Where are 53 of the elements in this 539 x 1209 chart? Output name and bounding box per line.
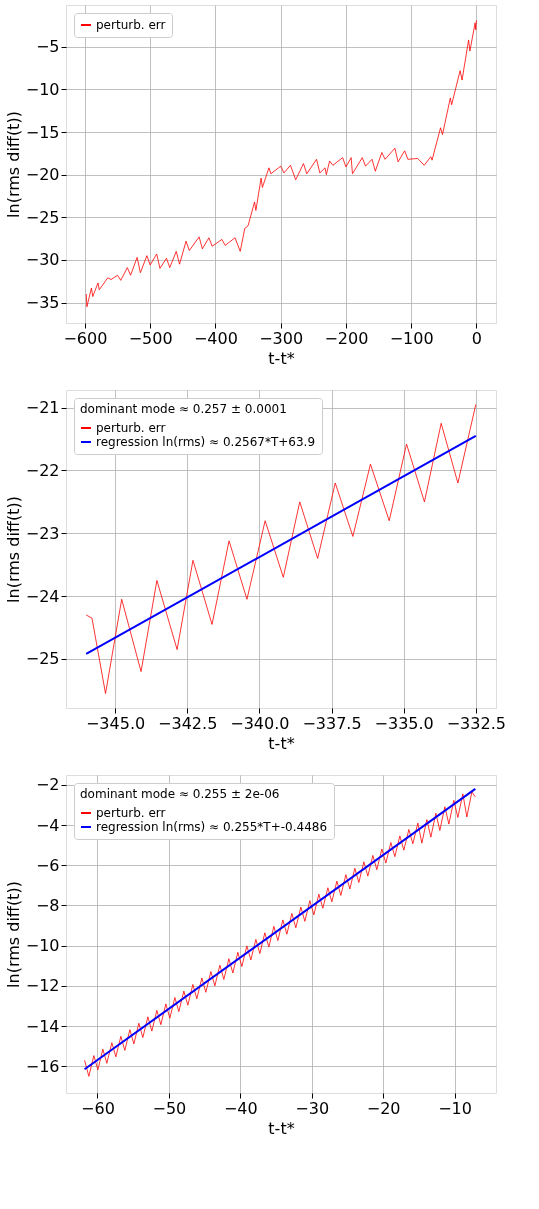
y-tick-label: −12 [25,976,60,996]
y-tick-label: −8 [35,895,60,915]
x-tick-label: −50 [152,1098,187,1118]
y-tick-label: −21 [25,398,60,418]
legend-title: dominant mode ≈ 0.257 ± 0.0001 [80,402,287,416]
x-axis-title: t-t* [268,1118,295,1138]
x-tick-label: −337.5 [302,713,362,733]
legend-label: regression ln(rms) ≈ 0.2567*T+63.9 [96,435,316,449]
y-tick-label: −15 [25,122,60,142]
y-tick-label: −2 [35,775,60,795]
x-tick-label: −40 [223,1098,258,1118]
line-series [85,19,477,308]
y-tick-label: −22 [25,460,60,480]
x-tick-label: −100 [389,328,434,348]
x-tick-label: −400 [193,328,238,348]
x-tick-label: −340.0 [230,713,290,733]
y-tick-label: −25 [25,649,60,669]
legend-title: dominant mode ≈ 0.255 ± 2e-06 [80,787,280,801]
legend-label: regression ln(rms) ≈ 0.255*T+-0.4486 [96,820,328,834]
y-tick-label: −4 [35,815,60,835]
x-tick-label: −200 [324,328,369,348]
x-tick-label: −30 [295,1098,330,1118]
x-tick-label: −600 [63,328,108,348]
y-tick-label: −10 [25,936,60,956]
y-tick-label: −5 [35,37,60,57]
x-tick-label: −60 [81,1098,115,1118]
y-tick-label: −6 [35,855,60,875]
x-tick-label: −20 [366,1098,401,1118]
y-tick-label: −24 [25,586,60,606]
x-tick-label: −10 [438,1098,472,1118]
y-tick-label: −25 [25,207,60,227]
legend-label: perturb. err [96,806,166,820]
y-tick-label: −30 [25,250,60,270]
y-tick-label: −23 [25,523,60,543]
legend-label: perturb. err [96,421,166,435]
x-tick-label: −345.0 [85,713,146,733]
legend-label: perturb. err [96,18,166,32]
y-tick-label: −35 [25,293,60,313]
x-axis-title: t-t* [268,733,295,753]
y-axis-title: ln(rms diff(t)) [3,496,23,603]
x-tick-label: −332.5 [446,713,506,733]
x-tick-label: −500 [128,328,173,348]
y-axis-title: ln(rms diff(t)) [3,111,23,218]
y-tick-label: −14 [25,1016,60,1036]
y-tick-label: −20 [25,165,60,185]
x-tick-label: −342.5 [158,713,218,733]
y-tick-label: −16 [25,1056,60,1076]
x-tick-label: 0 [471,328,483,348]
x-tick-label: −335.0 [374,713,434,733]
y-axis-title: ln(rms diff(t)) [3,881,23,988]
x-tick-label: −300 [259,328,304,348]
y-tick-label: −10 [25,79,60,99]
x-axis-title: t-t* [268,348,295,368]
